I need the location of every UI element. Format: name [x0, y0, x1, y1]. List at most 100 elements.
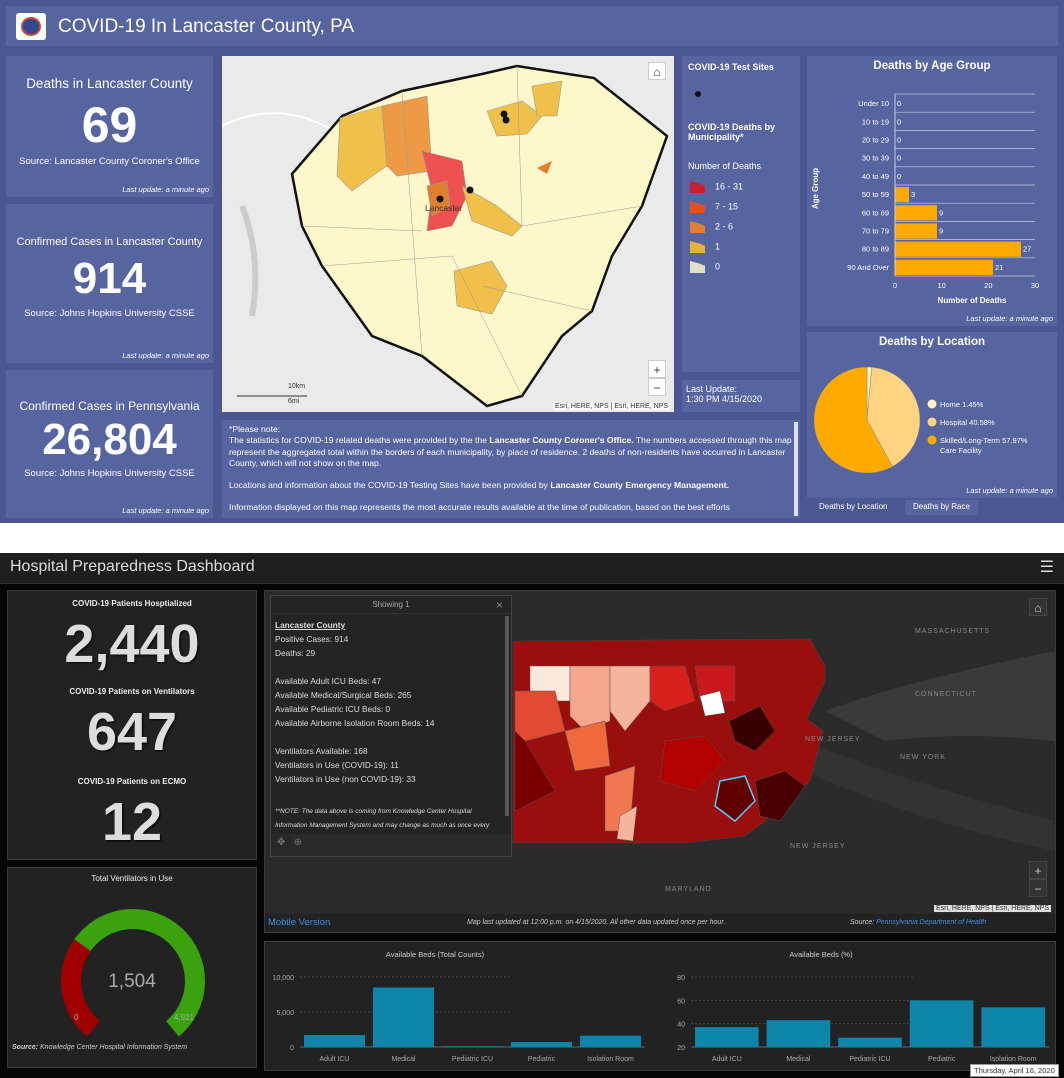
home-icon: ⌂: [653, 65, 661, 79]
municipality[interactable]: [381, 95, 433, 177]
y-tick-label: Under 10: [858, 99, 889, 108]
legend-class: 0: [690, 261, 720, 273]
y-tick-label: 60: [677, 998, 685, 1005]
data-label: 0: [897, 154, 901, 163]
pie-slice[interactable]: [866, 366, 921, 467]
bar[interactable]: [838, 1037, 902, 1047]
bar[interactable]: [373, 987, 434, 1048]
available-beds-panel: Available Beds (Total Counts) 0 5,000 10,00…: [264, 941, 1056, 1071]
test-site-marker[interactable]: [436, 195, 444, 203]
chart-title: Deaths by Age Group: [873, 60, 991, 72]
zoom-in-button[interactable]: +: [648, 360, 666, 378]
lancaster-map[interactable]: Lancaster 10km 6mi ⌂ + − Esri, HERE, NPS…: [222, 56, 674, 412]
ventilators-gauge-panel: Total Ventilators in Use 1,504 0 4,921 S…: [7, 867, 257, 1068]
bar[interactable]: [895, 259, 993, 275]
bar[interactable]: [442, 1046, 503, 1047]
bar[interactable]: [895, 187, 909, 203]
card-source: Source: Johns Hopkins University CSSE: [24, 308, 195, 319]
deaths-by-age-chart: Deaths by Age Group Under 10 0 10 to 19 0 20…: [807, 56, 1057, 326]
popup-line: Ventilators in Use (COVID-19): 11: [275, 760, 399, 770]
legend-label: Skilled/Long-Term 57.97%: [940, 436, 1028, 445]
home-button[interactable]: ⌂: [648, 62, 666, 80]
zoom-out-button[interactable]: −: [648, 378, 666, 396]
bar[interactable]: [304, 1035, 365, 1047]
test-site-marker[interactable]: [466, 186, 474, 194]
test-site-marker[interactable]: [502, 116, 510, 124]
gauge-value: 1,504: [108, 971, 156, 992]
chart-title: Available Beds (%): [789, 950, 853, 959]
legend-class-label: 2 - 6: [715, 221, 734, 232]
data-label: 0: [897, 99, 901, 108]
bar[interactable]: [511, 1042, 572, 1047]
pie-slice[interactable]: [813, 366, 893, 474]
chart-title: Deaths by Location: [878, 336, 986, 348]
pan-icon[interactable]: ✥: [277, 837, 286, 848]
bar[interactable]: [909, 1000, 974, 1047]
card-source: Source: Lancaster County Coroner's Offic…: [19, 156, 200, 167]
last-update-value: 1:30 PM 4/15/2020: [686, 394, 763, 404]
legend-class-label: 1: [715, 241, 721, 252]
county-map[interactable]: [265, 591, 1056, 933]
scrollbar[interactable]: [505, 616, 509, 816]
bar[interactable]: [766, 1020, 831, 1047]
x-tick-label: Adult ICU: [320, 1056, 350, 1063]
date-tooltip: Thursday, April 16, 2020: [970, 1064, 1059, 1077]
notes-panel[interactable]: *Please note: The statistics for COVID-1…: [222, 420, 800, 518]
y-tick-label: 80 to 89: [862, 245, 889, 254]
y-tick-label: 60 to 69: [862, 208, 889, 217]
map-footer: Mobile Version Map last updated at 12:00…: [265, 914, 1055, 932]
x-tick-label: Pediatric ICU: [849, 1056, 890, 1063]
zoom-to-icon[interactable]: ⊕: [293, 837, 303, 848]
x-tick-label: 10: [937, 281, 945, 290]
map-label: MASSACHUSETTS: [915, 628, 991, 635]
municipality-map[interactable]: [222, 56, 674, 412]
test-site-marker[interactable]: [500, 110, 508, 118]
home-icon: ⌂: [1034, 601, 1042, 615]
popup-line: Available Adult ICU Beds: 47: [275, 676, 381, 686]
y-tick-label: 50 to 59: [862, 190, 889, 199]
y-axis-label: Age Group: [811, 167, 821, 210]
gauge-source: Source: Knowledge Center Hospital Inform…: [12, 1044, 188, 1051]
hamburger-icon[interactable]: ☰: [1039, 559, 1054, 576]
close-icon[interactable]: ×: [495, 598, 503, 612]
source-link[interactable]: Pennsylvania Department of Health: [876, 919, 987, 926]
popup-note: **NOTE: The data above is coming from Kn…: [275, 808, 490, 829]
bar[interactable]: [695, 1027, 759, 1047]
data-label: 21: [995, 263, 1003, 272]
bar[interactable]: [981, 1007, 1045, 1047]
update-note: Map last updated at 12:00 p.m. on 4/15/2…: [467, 919, 726, 926]
tab-deaths-by-race[interactable]: Deaths by Race: [905, 500, 978, 515]
legend-class-label: 0: [715, 261, 721, 272]
selected-county[interactable]: [714, 775, 756, 822]
y-tick-label: 20 to 29: [862, 136, 889, 145]
info-popup: Showing 1 × Lancaster County Positive Case…: [270, 595, 512, 857]
y-tick-label: 40: [677, 1022, 685, 1029]
bar[interactable]: [895, 223, 937, 239]
x-tick-label: 30: [1031, 281, 1039, 290]
bar[interactable]: [580, 1035, 641, 1047]
county-seal-logo: [16, 13, 46, 40]
map-label: CONNECTICUT: [915, 691, 977, 698]
home-button[interactable]: ⌂: [1029, 598, 1047, 616]
stat-value: 2,440: [64, 614, 200, 674]
scrollbar[interactable]: [794, 422, 798, 516]
dashboard-title: Hospital Preparedness Dashboard: [10, 558, 255, 575]
bar[interactable]: [895, 241, 1021, 257]
legend-swatch: [690, 221, 705, 233]
x-axis-label: Number of Deaths: [937, 296, 1007, 305]
note-paragraph: Locations and information about the COVI…: [229, 480, 729, 491]
y-tick-label: 10 to 19: [862, 117, 889, 126]
popup-toolbar: ✥ ⊕: [271, 834, 511, 856]
zoom-out-button[interactable]: −: [1029, 879, 1047, 897]
dashboard-title: COVID-19 In Lancaster County, PA: [58, 16, 355, 37]
x-tick-label: Adult ICU: [712, 1056, 742, 1063]
popup-line: Ventilators Available: 168: [275, 746, 368, 756]
x-tick-label: Isolation Room: [587, 1056, 634, 1063]
stat-label: COVID-19 Patients Hosptialized: [72, 599, 192, 608]
map-label: NEW JERSEY: [790, 843, 846, 850]
bar[interactable]: [895, 205, 937, 221]
card-update: Last update: a minute ago: [122, 506, 209, 515]
tab-deaths-by-location[interactable]: Deaths by Location: [811, 500, 896, 515]
mobile-version-link[interactable]: Mobile Version: [268, 917, 331, 928]
zoom-in-button[interactable]: +: [1029, 861, 1047, 879]
